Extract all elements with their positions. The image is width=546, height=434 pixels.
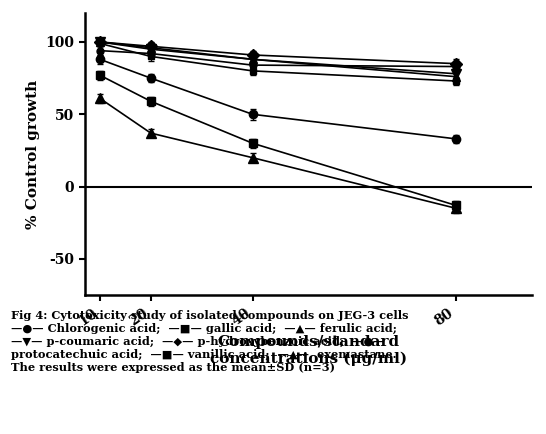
Text: Fig 4: Cytotoxicity study of isolated compounds on JEG-3 cells
—●— Chlorogenic a: Fig 4: Cytotoxicity study of isolated co… bbox=[11, 310, 408, 373]
Y-axis label: % Control growth: % Control growth bbox=[26, 79, 40, 229]
X-axis label: Compounds/standard
concentrations (μg/ml): Compounds/standard concentrations (μg/ml… bbox=[210, 335, 407, 366]
